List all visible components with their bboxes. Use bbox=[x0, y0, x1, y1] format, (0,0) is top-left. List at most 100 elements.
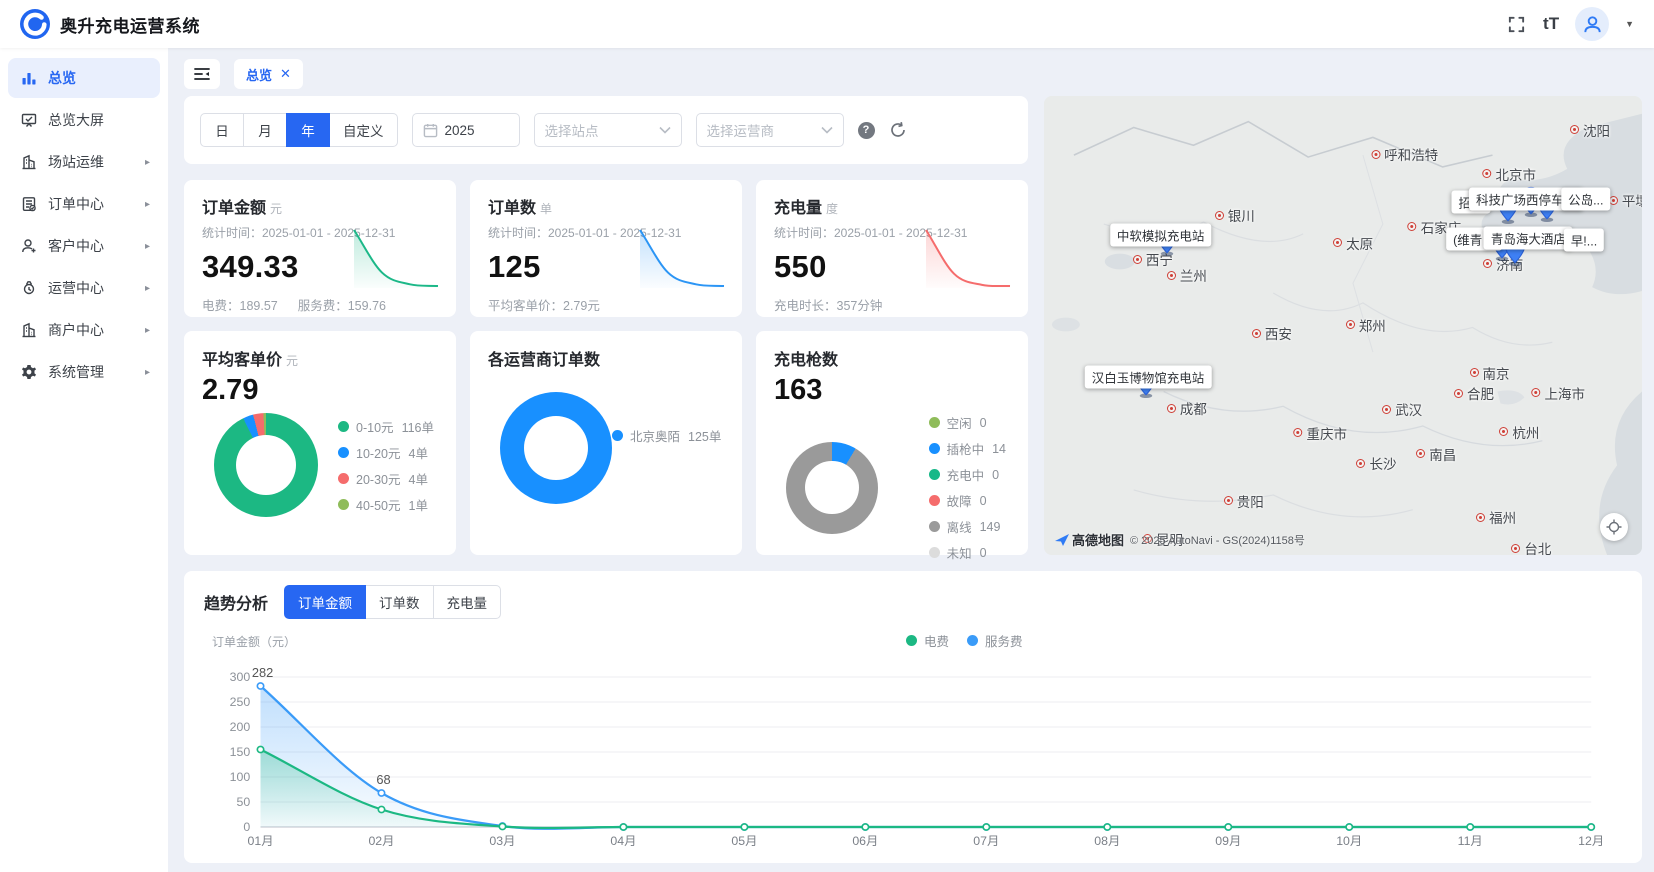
city-marker-icon bbox=[1482, 169, 1492, 179]
sidebar-item-overview[interactable]: 总览 bbox=[8, 58, 160, 98]
legend-count: 0 bbox=[979, 493, 987, 508]
station-label-chip[interactable]: 中软模拟充电站 bbox=[1109, 223, 1212, 247]
sidebar-item-order-center[interactable]: 订单中心 ▸ bbox=[8, 184, 160, 224]
svg-text:05月: 05月 bbox=[731, 834, 757, 848]
trend-legend-item[interactable]: 电费 bbox=[906, 631, 949, 650]
station-label-chip[interactable]: 早!... bbox=[1563, 228, 1605, 252]
station-placeholder: 选择站点 bbox=[544, 124, 599, 139]
refresh-icon[interactable] bbox=[889, 121, 907, 139]
help-icon[interactable]: ? bbox=[857, 121, 875, 139]
city-name: 成都 bbox=[1179, 402, 1207, 418]
trend-tab-订单金额[interactable]: 订单金额 bbox=[284, 585, 367, 619]
period-button-自定义[interactable]: 自定义 bbox=[329, 113, 398, 147]
sidebar-item-station-ops[interactable]: 场站运维 ▸ bbox=[8, 142, 160, 182]
legend-dot bbox=[338, 420, 350, 432]
donut-card-title: 各运营商订单数 bbox=[488, 352, 601, 369]
legend-dot bbox=[967, 635, 979, 646]
city-name: 郑州 bbox=[1358, 318, 1386, 334]
city-name: 杭州 bbox=[1512, 425, 1540, 441]
period-button-年[interactable]: 年 bbox=[286, 113, 330, 147]
city-marker-icon bbox=[1569, 125, 1579, 134]
legend-item[interactable]: 未知 0 bbox=[928, 543, 1006, 562]
calendar-icon bbox=[423, 123, 437, 137]
svg-text:150: 150 bbox=[230, 745, 251, 759]
map-city: 长沙 bbox=[1356, 453, 1396, 473]
period-button-日[interactable]: 日 bbox=[200, 113, 244, 147]
stat-detail: 电费：189.57 bbox=[202, 299, 278, 313]
city-name: 台北 bbox=[1524, 542, 1552, 555]
map-city: 昆明 bbox=[1143, 529, 1183, 549]
legend-dot bbox=[928, 443, 940, 454]
stat-card-title: 订单数单 bbox=[488, 200, 553, 217]
city-name: 西宁 bbox=[1145, 253, 1173, 269]
trend-tab-充电量[interactable]: 充电量 bbox=[432, 585, 502, 619]
trend-legend-item[interactable]: 服务费 bbox=[967, 631, 1023, 650]
caret-down-icon[interactable]: ▼ bbox=[1625, 19, 1634, 29]
collapse-sidebar-button[interactable] bbox=[184, 59, 220, 89]
sidebar-item-customer-center[interactable]: 客户中心 ▸ bbox=[8, 226, 160, 266]
legend-item[interactable]: 0-10元 116单 bbox=[338, 417, 434, 436]
sparkline bbox=[925, 229, 1011, 288]
city-marker-icon bbox=[1469, 368, 1479, 378]
tab-close-icon[interactable]: ✕ bbox=[280, 66, 291, 81]
station-label-chip[interactable]: 青岛海大酒店 bbox=[1483, 226, 1573, 250]
station-label-chip[interactable]: 科技广场西停车场 bbox=[1468, 187, 1583, 211]
stat-card-1: 订单金额元统计时间：2025-01-01 - 2025-12-31 349.33 电… bbox=[184, 180, 456, 317]
document-icon bbox=[20, 195, 38, 213]
map-city: 平壤 bbox=[1608, 190, 1642, 210]
year-picker[interactable]: 2025 bbox=[411, 113, 520, 147]
fullscreen-icon[interactable] bbox=[1505, 13, 1527, 35]
station-select[interactable]: 选择站点 bbox=[533, 113, 682, 147]
city-name: 沈阳 bbox=[1582, 123, 1610, 139]
map-city: 银川 bbox=[1214, 205, 1255, 225]
map-city: 合肥 bbox=[1453, 383, 1494, 403]
station-label-chip[interactable]: 汉白玉博物馆充电站 bbox=[1084, 365, 1212, 389]
sidebar-item-system-mgmt[interactable]: 系统管理 ▸ bbox=[8, 352, 160, 392]
legend-item[interactable]: 10-20元 4单 bbox=[338, 443, 434, 462]
sidebar-item-merchant-center[interactable]: 商户中心 ▸ bbox=[8, 310, 160, 350]
svg-text:10月: 10月 bbox=[1336, 834, 1362, 848]
city-marker-icon bbox=[1143, 534, 1152, 544]
sidebar-item-operation-center[interactable]: 运营中心 ▸ bbox=[8, 268, 160, 308]
map-city: 南昌 bbox=[1416, 444, 1456, 464]
sidebar-item-label: 系统管理 bbox=[48, 364, 104, 380]
legend-item[interactable]: 空闲 0 bbox=[928, 413, 1006, 432]
sidebar-item-label: 订单中心 bbox=[48, 196, 104, 212]
map-city: 兰州 bbox=[1166, 265, 1207, 285]
trend-tab-订单数[interactable]: 订单数 bbox=[365, 585, 434, 619]
map[interactable]: 沈阳 呼和浩特 北京市 银川 石家庄 太原 西宁 兰州 济南 郑州 西安 南京 上海市 合肥 武汉 杭州 成都重… bbox=[1044, 96, 1642, 555]
legend-item[interactable]: 插枪中 14 bbox=[928, 439, 1006, 458]
period-button-月[interactable]: 月 bbox=[243, 113, 287, 147]
person-icon bbox=[20, 237, 38, 255]
tab-overview[interactable]: 总览 ✕ bbox=[234, 59, 303, 89]
stat-detail: 服务费：159.76 bbox=[297, 299, 386, 313]
sidebar-item-dashboard-screen[interactable]: 总览大屏 bbox=[8, 100, 160, 140]
legend-item[interactable]: 20-30元 4单 bbox=[338, 469, 434, 488]
chevron-right-icon: ▸ bbox=[144, 240, 150, 252]
map-locate-button[interactable] bbox=[1600, 513, 1628, 541]
trend-tabs: 订单金额 订单数 充电量 bbox=[284, 585, 502, 619]
city-name: 南昌 bbox=[1429, 447, 1457, 463]
trend-title: 趋势分析 bbox=[204, 596, 269, 613]
legend-item[interactable]: 故障 0 bbox=[928, 491, 1006, 510]
avatar[interactable] bbox=[1575, 7, 1610, 41]
legend-label: 离线 bbox=[946, 521, 972, 535]
legend-item[interactable]: 离线 149 bbox=[928, 517, 1006, 536]
city-marker-icon bbox=[1345, 320, 1355, 330]
amap-logo[interactable]: 高德地图 bbox=[1054, 530, 1124, 549]
station-label-chip[interactable]: 公岛... bbox=[1561, 187, 1611, 211]
legend-dot bbox=[338, 498, 350, 510]
legend-item[interactable]: 北京奥陌 125单 bbox=[612, 426, 721, 445]
donut-body: 北京奥陌 125单 bbox=[488, 392, 724, 504]
svg-text:06月: 06月 bbox=[852, 834, 878, 848]
operator-select[interactable]: 选择运营商 bbox=[695, 113, 844, 147]
map-city: 重庆市 bbox=[1293, 423, 1347, 443]
legend-item[interactable]: 充电中 0 bbox=[928, 465, 1006, 484]
legend-item[interactable]: 40-50元 1单 bbox=[338, 495, 434, 514]
donut-card-1: 平均客单价元 2.79 0-10元 116单 10-20元 4单 20-30元 4单 40-50… bbox=[184, 331, 456, 555]
donut-hole bbox=[235, 434, 297, 496]
svg-text:200: 200 bbox=[230, 720, 251, 734]
legend-dot bbox=[928, 495, 940, 506]
font-size-icon[interactable]: tT bbox=[1543, 14, 1560, 33]
app-header: 奥升充电运营系统 tT ▼ bbox=[0, 0, 1654, 48]
